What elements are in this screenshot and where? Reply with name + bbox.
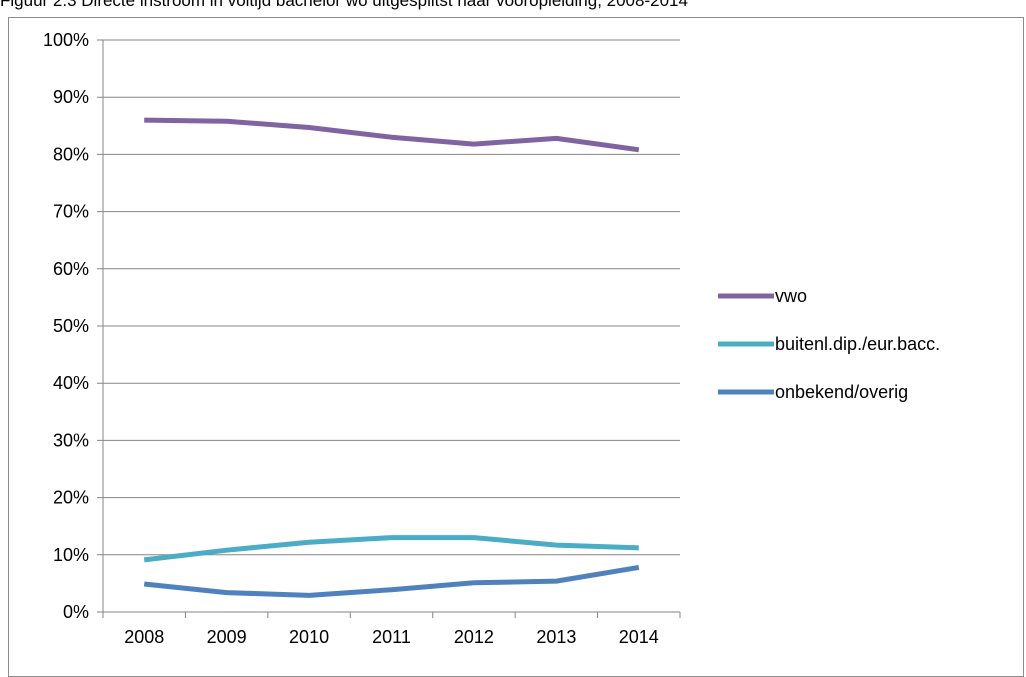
legend: vwo buitenl.dip./eur.bacc. onbekend/overig xyxy=(718,286,940,402)
legend-label: vwo xyxy=(775,286,807,306)
x-tick-label: 2009 xyxy=(207,627,247,647)
x-tick-label: 2010 xyxy=(289,627,329,647)
y-tick-label: 80% xyxy=(53,144,89,164)
y-tick-label: 20% xyxy=(53,488,89,508)
legend-label: onbekend/overig xyxy=(775,382,908,402)
axes xyxy=(102,40,681,618)
gridlines xyxy=(97,39,680,613)
x-axis-ticks: 2008 2009 2010 2011 2012 2013 2014 xyxy=(124,627,659,647)
y-tick-label: 10% xyxy=(53,545,89,565)
series-lines xyxy=(143,117,640,598)
y-tick-label: 70% xyxy=(53,202,89,222)
series-line-3 xyxy=(143,564,640,598)
series-line-2 xyxy=(143,535,639,563)
x-tick-label: 2014 xyxy=(619,627,659,647)
y-tick-label: 30% xyxy=(53,430,89,450)
x-tick-label: 2008 xyxy=(124,627,164,647)
series-line-1 xyxy=(144,117,640,153)
y-axis-ticks: 0% 10% 20% 30% 40% 50% 60% 70% 80% 90% 100% xyxy=(43,30,89,622)
x-tick-label: 2011 xyxy=(372,627,411,647)
x-tick-label: 2013 xyxy=(536,627,576,647)
x-tick-label: 2012 xyxy=(454,627,494,647)
y-tick-label: 90% xyxy=(53,87,89,107)
legend-label: buitenl.dip./eur.bacc. xyxy=(775,334,940,354)
figure-caption: Figuur 2.3 Directe instroom in voltijd b… xyxy=(0,0,688,10)
y-tick-label: 100% xyxy=(43,30,89,50)
y-tick-label: 60% xyxy=(53,259,89,279)
y-tick-label: 40% xyxy=(53,373,89,393)
y-tick-label: 0% xyxy=(63,602,89,622)
y-tick-label: 50% xyxy=(53,316,89,336)
